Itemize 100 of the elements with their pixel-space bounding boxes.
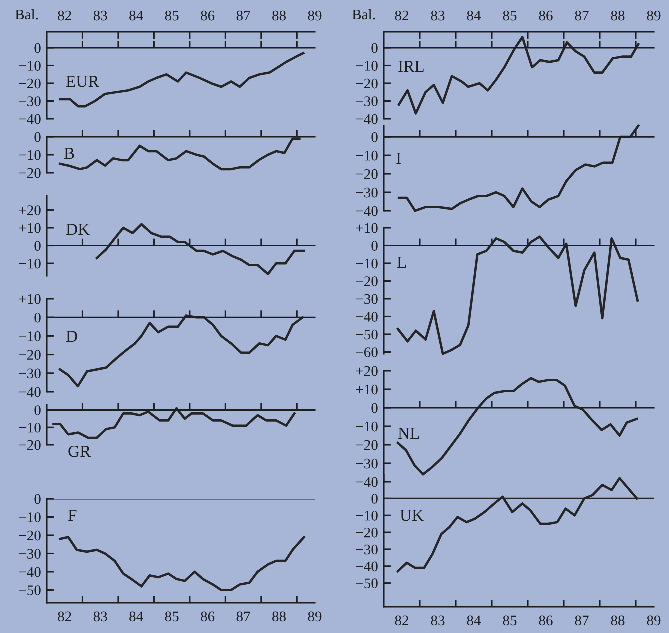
y-tick-label: −30 xyxy=(19,549,41,559)
y-tick-label: −10 xyxy=(356,61,378,71)
y-tick-label: −40 xyxy=(356,312,378,322)
y-tick-label: +10 xyxy=(356,384,378,395)
y-tick-label: −30 xyxy=(356,96,378,106)
x-tick-label: 89 xyxy=(647,616,661,626)
y-tick-label: −40 xyxy=(356,562,378,572)
y-tick-label: −30 xyxy=(19,96,41,106)
series-label: DK xyxy=(66,224,90,236)
y-tick-label: −20 xyxy=(356,276,378,286)
y-tick-label: −10 xyxy=(19,150,41,160)
y-tick-label: +20 xyxy=(19,206,41,216)
x2-tick-label: 84 xyxy=(467,10,482,21)
y-tick-label: −10 xyxy=(356,258,378,269)
x2-tick-label: 82 xyxy=(395,10,408,21)
x-tick-label: 88 xyxy=(611,616,625,626)
series-label: EUR xyxy=(66,76,100,88)
y-tick-label: +10 xyxy=(19,294,41,304)
x2-tick-label: 83 xyxy=(431,10,445,21)
y-tick-label: 0 xyxy=(372,403,378,414)
y-tick-label: −50 xyxy=(356,578,378,589)
y-tick-label: 0 xyxy=(372,43,378,54)
y-tick-label: 0 xyxy=(34,494,41,504)
y-tick-label: 0 xyxy=(34,241,41,251)
y-tick-label: +10 xyxy=(19,223,41,234)
y-tick-label: −60 xyxy=(356,348,378,358)
y-tick-label: −30 xyxy=(19,368,41,379)
series-label: UK xyxy=(400,510,424,522)
y-tick-label: −40 xyxy=(356,206,378,216)
x-tick-label: 82 xyxy=(58,612,72,622)
legend-label: B xyxy=(64,148,74,160)
y-tick-label: +10 xyxy=(356,223,378,234)
text: I xyxy=(396,153,401,164)
y-tick-label: −20 xyxy=(356,169,378,180)
x-tick-label: 89 xyxy=(308,612,322,622)
y-tick-label: −30 xyxy=(356,188,378,198)
series-label: GR xyxy=(68,446,92,458)
y-tick-label: 0 xyxy=(34,132,41,142)
y-tick-label: −30 xyxy=(356,458,378,469)
text: Bal. xyxy=(16,9,38,20)
x2-tick-label: 88 xyxy=(611,10,625,21)
x2-tick-label: 85 xyxy=(503,10,517,21)
x2-tick-label: 82 xyxy=(58,10,72,21)
y-tick-label: −20 xyxy=(356,528,378,538)
x-tick-label: 88 xyxy=(272,612,286,622)
y-tick-label: 0 xyxy=(372,241,378,251)
y-tick-label: −10 xyxy=(356,422,378,432)
y-tick-label: −10 xyxy=(19,258,41,269)
x2-tick-label: 86 xyxy=(201,10,215,21)
y-tick-label: −20 xyxy=(19,440,41,450)
y-tick-label: +20 xyxy=(356,366,378,376)
x2-tick-label: 87 xyxy=(575,10,589,21)
y-tick-label: −40 xyxy=(356,477,378,488)
x2-tick-label: 89 xyxy=(647,10,661,21)
x-tick-label: 87 xyxy=(236,612,250,622)
series-label: NL xyxy=(398,428,420,440)
y-tick-label: −20 xyxy=(19,350,41,360)
text: Bal. xyxy=(352,9,376,20)
x-tick-label: 83 xyxy=(94,612,108,622)
y-tick-label: −40 xyxy=(19,114,41,124)
x2-tick-label: 88 xyxy=(272,10,286,21)
legend-label: L xyxy=(397,257,406,268)
y-tick-label: −40 xyxy=(356,114,378,124)
y-tick-label: 0 xyxy=(34,43,41,54)
y-tick-label: −40 xyxy=(19,567,41,578)
y-tick-label: −40 xyxy=(19,387,41,398)
y-tick-label: −30 xyxy=(356,294,378,304)
x-tick-label: 83 xyxy=(431,616,445,626)
legend-label: IRL xyxy=(398,61,424,72)
x-tick-label: 85 xyxy=(503,616,517,626)
x2-tick-label: 87 xyxy=(236,10,250,21)
x-tick-label: 84 xyxy=(467,616,482,626)
y-tick-label: 0 xyxy=(372,132,378,142)
x2-tick-label: 85 xyxy=(165,10,179,21)
y-tick-label: −10 xyxy=(19,332,41,342)
y-tick-label: −20 xyxy=(19,530,41,541)
x2-tick-label: 84 xyxy=(130,10,144,21)
x2-tick-label: 86 xyxy=(539,10,553,21)
x-tick-label: 86 xyxy=(539,616,553,626)
y-tick-label: −30 xyxy=(356,544,378,555)
x2-tick-label: 83 xyxy=(94,10,108,21)
y-tick-label: −10 xyxy=(19,422,41,433)
y-tick-label: −20 xyxy=(19,168,41,178)
y-tick-label: −10 xyxy=(356,510,378,521)
x-tick-label: 84 xyxy=(130,612,144,622)
series-label: F xyxy=(68,510,77,522)
line-series xyxy=(59,536,306,592)
line-series xyxy=(59,52,305,108)
x-tick-label: 87 xyxy=(575,616,589,626)
y-tick-label: −10 xyxy=(19,512,41,522)
x-tick-label: 86 xyxy=(201,612,215,622)
x2-tick-label: 89 xyxy=(308,10,322,21)
y-tick-label: 0 xyxy=(34,406,41,416)
y-tick-label: 0 xyxy=(372,494,378,504)
y-tick-label: −20 xyxy=(356,78,378,89)
x-tick-label: 85 xyxy=(165,612,179,622)
y-tick-label: −10 xyxy=(356,150,378,161)
legend-label: D xyxy=(66,331,78,342)
y-tick-label: −50 xyxy=(19,586,41,596)
y-tick-label: −20 xyxy=(19,78,41,89)
